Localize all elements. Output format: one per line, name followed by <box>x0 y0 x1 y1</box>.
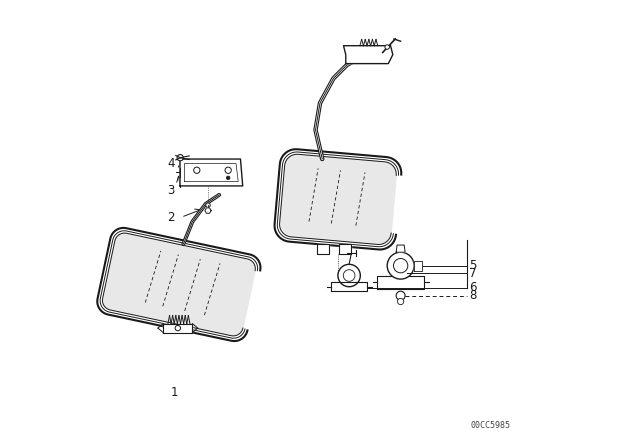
Polygon shape <box>317 244 328 254</box>
Circle shape <box>194 167 200 173</box>
Text: 3: 3 <box>167 184 174 197</box>
Polygon shape <box>280 154 396 245</box>
Text: 1: 1 <box>171 385 178 399</box>
Circle shape <box>396 291 405 300</box>
Circle shape <box>225 167 231 173</box>
Polygon shape <box>344 46 393 64</box>
Text: 8: 8 <box>469 289 477 302</box>
Polygon shape <box>275 149 401 250</box>
Circle shape <box>387 252 414 279</box>
Text: 6: 6 <box>469 281 477 294</box>
Polygon shape <box>339 244 351 254</box>
Text: 00CC5985: 00CC5985 <box>470 421 510 430</box>
Polygon shape <box>163 323 193 332</box>
Polygon shape <box>414 261 422 271</box>
Polygon shape <box>377 276 424 289</box>
Circle shape <box>385 45 389 49</box>
Text: 5: 5 <box>469 259 477 272</box>
Polygon shape <box>205 208 211 213</box>
Polygon shape <box>102 233 255 336</box>
Polygon shape <box>97 228 260 341</box>
Circle shape <box>206 203 210 207</box>
Circle shape <box>177 155 184 161</box>
Text: 7: 7 <box>469 267 477 280</box>
Polygon shape <box>332 282 367 291</box>
Text: 2: 2 <box>167 211 174 224</box>
Polygon shape <box>396 245 405 252</box>
Text: 4: 4 <box>167 157 174 170</box>
Circle shape <box>338 264 360 287</box>
Circle shape <box>394 258 408 273</box>
Circle shape <box>343 270 355 281</box>
Circle shape <box>175 325 180 331</box>
Circle shape <box>227 176 230 180</box>
Circle shape <box>397 298 404 305</box>
Polygon shape <box>180 159 243 186</box>
